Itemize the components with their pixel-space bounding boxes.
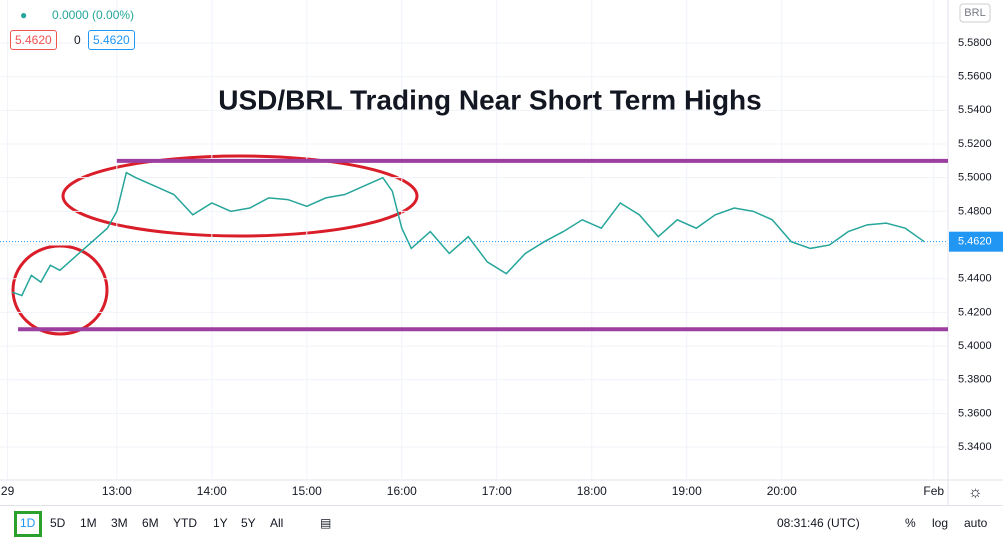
y-tick-label: 5.4400	[958, 273, 992, 285]
x-tick-label: Feb	[923, 484, 944, 498]
y-tick-label: 5.3600	[958, 407, 992, 419]
range-button[interactable]: 1Y	[213, 516, 228, 530]
price-line	[12, 171, 925, 297]
y-tick-label: 5.4200	[958, 306, 992, 318]
range-button[interactable]: 5Y	[241, 516, 256, 530]
x-tick-label: 19:00	[672, 484, 702, 498]
x-tick-label: 16:00	[387, 484, 417, 498]
change: 0.0000 (0.00%)	[52, 8, 135, 22]
chart: BRL 5.3400 5.3600 5.3800 5.4000 5.4200 5.4400…	[0, 0, 1003, 505]
range-button[interactable]: 1D	[20, 516, 36, 530]
range-button[interactable]: 5D	[50, 516, 66, 530]
y-tick-label: 5.3400	[958, 441, 992, 453]
clock: 08:31:46 (UTC)	[777, 516, 860, 530]
y-tick-label: 5.5200	[958, 138, 992, 150]
log-toggle[interactable]: log	[932, 516, 949, 530]
y-tick-label: 5.4000	[958, 340, 992, 352]
last-price-box	[949, 231, 1003, 252]
x-tick-label: 13:00	[102, 484, 132, 498]
selected-range-frame	[14, 511, 42, 537]
range-button[interactable]: 1M	[80, 516, 97, 530]
range-button[interactable]: YTD	[173, 516, 197, 530]
spread: 0	[74, 33, 81, 47]
y-tick-label: 5.5800	[958, 37, 992, 49]
currency-badge	[959, 3, 991, 23]
x-tick-label: 15:00	[292, 484, 322, 498]
last-price-label: 5.4620	[958, 236, 992, 248]
bid[interactable]: 5.4620	[10, 30, 57, 50]
chart-title: USD/BRL Trading Near Short Term Highs	[218, 84, 761, 115]
bottom-toolbar: ▤ 08:31:46 (UTC) % log auto ☼ 1D 5D 1M 3M 6M…	[0, 484, 1003, 540]
x-tick-label: 20:00	[767, 484, 797, 498]
x-tick-label: 29	[1, 484, 15, 498]
y-tick-label: 5.3800	[958, 374, 992, 386]
y-tick-label: 5.5000	[958, 172, 992, 184]
percent-toggle[interactable]: %	[905, 516, 916, 530]
x-tick-label: 17:00	[482, 484, 512, 498]
y-tick-label: 5.5600	[958, 71, 992, 83]
y-tick-label: 5.5400	[958, 104, 992, 116]
range-button[interactable]: 6M	[142, 516, 159, 530]
range-button[interactable]: All	[270, 516, 284, 530]
auto-toggle[interactable]: auto	[964, 516, 988, 530]
currency: BRL	[964, 7, 985, 19]
status-dot: ●	[20, 8, 28, 22]
y-tick-label: 5.4800	[958, 205, 992, 217]
range-button[interactable]: 3M	[111, 516, 128, 530]
highlight-ellipse	[61, 154, 419, 238]
x-tick-label: 18:00	[577, 484, 607, 498]
settings-icon[interactable]: ☼	[968, 484, 983, 501]
ask[interactable]: 5.4620	[88, 30, 135, 50]
highlight-ellipse	[11, 244, 109, 336]
x-tick-label: 14:00	[197, 484, 227, 498]
calendar-icon[interactable]: ▤	[320, 516, 332, 530]
